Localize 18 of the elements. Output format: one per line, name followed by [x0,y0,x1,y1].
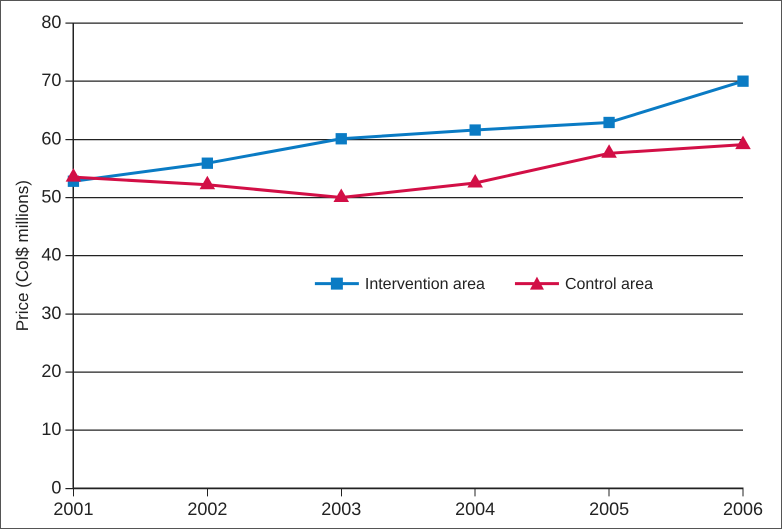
legend-label: Control area [564,276,654,294]
x-tick-label: 2004 [455,499,496,520]
x-tick-label: 2003 [321,499,362,520]
y-tick-label: 70 [41,70,62,90]
y-tick-label: 60 [41,128,62,148]
x-tick-label: 2001 [53,499,94,520]
y-axis-title: Price (Col$ millions) [12,180,32,332]
y-tick-label: 20 [41,361,62,382]
y-tick-label: 50 [41,186,62,206]
y-tick-label: 30 [41,302,62,323]
y-tick-label: 10 [41,419,62,440]
x-tick-label: 2005 [589,499,630,520]
legend-label: Intervention area [364,276,486,294]
y-tick-label: 0 [51,477,62,498]
y-tick-label: 80 [41,12,62,32]
x-tick-label: 2002 [187,499,228,520]
y-tick-label: 40 [41,244,62,265]
x-tick-label: 2006 [722,499,764,520]
